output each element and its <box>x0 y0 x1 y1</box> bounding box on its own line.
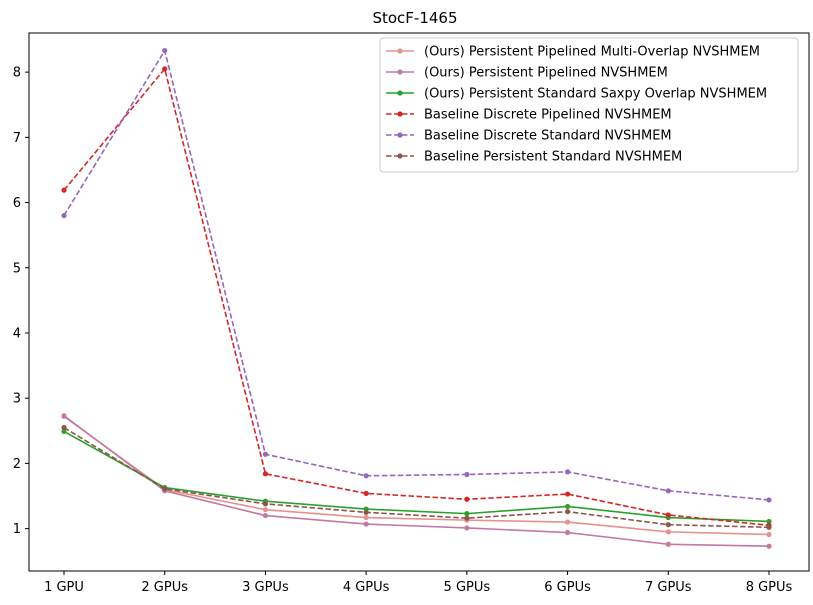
x-tick-label: 3 GPUs <box>242 580 289 595</box>
legend-marker <box>397 111 403 117</box>
legend-entry: Baseline Discrete Pipelined NVSHMEM <box>386 108 672 123</box>
series-2 <box>61 413 772 549</box>
legend-marker <box>397 132 403 138</box>
data-point <box>61 212 67 219</box>
data-point <box>766 524 772 530</box>
data-point <box>564 503 571 510</box>
data-point <box>665 522 671 528</box>
x-tick-label: 4 GPUs <box>343 580 390 595</box>
chart-title: StocF-1465 <box>372 9 457 27</box>
data-point <box>564 469 571 475</box>
legend-entry: Baseline Persistent Standard NVSHMEM <box>386 150 682 165</box>
data-point <box>363 514 369 521</box>
data-point <box>363 509 369 515</box>
y-tick-label: 4 <box>13 326 21 341</box>
axes: 1 GPU 2 GPUs 3 GPUs 4 GPUs 5 GPUs 6 GPUs 7 GPU… <box>13 32 810 595</box>
data-point <box>61 187 67 193</box>
series-line <box>63 415 770 548</box>
series-line <box>63 426 770 529</box>
data-point <box>262 507 269 513</box>
y-tick-label: 6 <box>13 196 21 211</box>
legend-entry: Baseline Discrete Standard NVSHMEM <box>386 129 672 144</box>
legend-label: Baseline Discrete Pipelined NVSHMEM <box>424 108 672 123</box>
legend-label: (Ours) Persistent Pipelined NVSHMEM <box>424 66 668 81</box>
data-point <box>363 521 369 527</box>
x-tick-label: 5 GPUs <box>444 580 491 595</box>
x-tick-label: 2 GPUs <box>141 580 188 595</box>
series-6 <box>61 424 772 530</box>
data-point <box>564 519 571 525</box>
x-tick-label: 6 GPUs <box>544 580 591 595</box>
data-point <box>363 473 369 479</box>
legend-label: Baseline Discrete Standard NVSHMEM <box>424 129 672 144</box>
y-tick-label: 8 <box>13 66 21 81</box>
legend-marker <box>397 90 403 96</box>
legend-marker <box>397 48 403 54</box>
data-point <box>564 509 571 515</box>
legend-marker <box>397 153 403 159</box>
series-5 <box>61 48 772 503</box>
data-point <box>61 424 67 431</box>
series-lines <box>61 48 772 549</box>
data-point <box>464 496 470 502</box>
data-point <box>665 512 671 518</box>
legend-marker <box>397 69 403 75</box>
data-point <box>162 486 168 492</box>
data-point <box>665 541 671 547</box>
data-point <box>262 501 269 507</box>
y-tick-label: 7 <box>13 131 21 146</box>
data-point <box>162 48 168 54</box>
data-point <box>564 529 571 536</box>
legend-label: (Ours) Persistent Standard Saxpy Overlap… <box>424 87 767 102</box>
series-line <box>63 49 770 501</box>
y-tick-label: 3 <box>13 392 21 407</box>
data-point <box>665 488 671 494</box>
x-tick-label: 8 GPUs <box>746 580 793 595</box>
x-tick-label: 7 GPUs <box>645 580 692 595</box>
series-line <box>63 68 770 527</box>
data-point <box>464 471 470 478</box>
data-point <box>464 515 470 521</box>
data-point <box>363 490 369 496</box>
series-line <box>63 415 770 536</box>
legend: (Ours) Persistent Pipelined Multi-Overla… <box>379 37 799 173</box>
data-point <box>262 471 269 477</box>
y-tick-label: 2 <box>13 457 21 472</box>
data-point <box>464 525 470 531</box>
legend-entry: (Ours) Persistent Pipelined Multi-Overla… <box>386 45 760 60</box>
data-point <box>766 543 772 549</box>
x-tick-label: 1 GPU <box>44 580 84 595</box>
plot-frame <box>28 32 810 572</box>
y-tick-label: 1 <box>13 522 21 537</box>
data-point <box>766 497 772 503</box>
legend-entry: (Ours) Persistent Pipelined NVSHMEM <box>386 66 668 81</box>
series-3 <box>61 428 772 525</box>
legend-box <box>379 37 799 173</box>
data-point <box>162 66 168 72</box>
series-line <box>63 430 770 523</box>
data-point <box>262 512 269 519</box>
legend-entry: (Ours) Persistent Standard Saxpy Overlap… <box>386 87 767 102</box>
data-point <box>766 531 772 538</box>
data-point <box>766 518 772 525</box>
data-point <box>464 511 470 517</box>
data-point <box>61 413 67 419</box>
legend-label: (Ours) Persistent Pipelined Multi-Overla… <box>424 45 760 60</box>
data-point <box>262 451 269 457</box>
y-tick-label: 5 <box>13 261 21 276</box>
data-point <box>665 529 671 535</box>
legend-label: Baseline Persistent Standard NVSHMEM <box>424 150 682 165</box>
data-point <box>61 428 67 435</box>
data-point <box>564 491 571 497</box>
